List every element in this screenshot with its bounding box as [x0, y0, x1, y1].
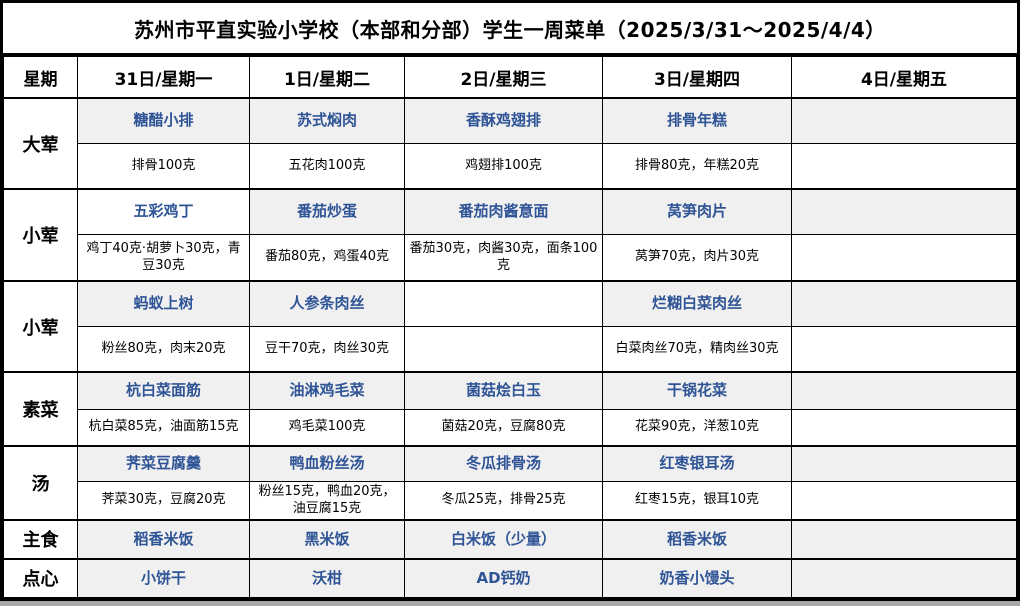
page-title: 苏州市平直实验小学校（本部和分部）学生一周菜单（2025/3/31～2025/4… [3, 3, 1017, 56]
ingredient-cell: 菌菇20克，豆腐80克 [404, 408, 603, 447]
menu-row-素菜-ingredients: 杭白菜85克，油面筋15克 鸡毛菜100克 菌菇20克，豆腐80克 花菜90克，洋葱1… [4, 408, 1017, 447]
ingredient-cell: 粉丝80克，肉末20克 [77, 325, 250, 373]
ingredient-cell [791, 325, 1017, 373]
ingredient-cell: 排骨100克 [77, 142, 250, 190]
category-cell: 小荤 [3, 280, 78, 373]
menu-row-主食-dishes: 主食 稻香米饭 黑米饭 白米饭（少量） 稻香米饭 [3, 518, 1017, 560]
menu-row-大荤-ingredients: 排骨100克 五花肉100克 鸡翅排100克 排骨80克，年糕20克 [4, 142, 1017, 190]
dish-cell: 烂糊白菜肉丝 [602, 280, 792, 327]
ingredient-cell: 白菜肉丝70克，精肉丝30克 [602, 325, 792, 373]
dish-cell [404, 280, 603, 327]
ingredient-cell: 莴笋70克，肉片30克 [602, 233, 792, 282]
ingredient-cell [791, 480, 1017, 521]
partial-next-row-strip [0, 601, 1020, 607]
menu-row-大荤-dishes: 大荤 糖醋小排 苏式焖肉 香酥鸡翅排 排骨年糕 [3, 97, 1017, 190]
dish-cell [791, 280, 1017, 327]
menu-row-小荤-dishes: 小荤 五彩鸡丁 番茄炒蛋 番茄肉酱意面 莴笋肉片 [3, 188, 1017, 282]
dish-cell: 苏式焖肉 [249, 97, 405, 144]
ingredient-cell: 番茄30克，肉酱30克，面条100克 [404, 233, 603, 282]
dish-cell: 莴笋肉片 [602, 188, 792, 235]
dish-cell: 冬瓜排骨汤 [404, 445, 603, 482]
dish-cell: 番茄肉酱意面 [404, 188, 603, 235]
day-column-header-monday: 31日/星期一 [77, 56, 250, 99]
dish-cell: 奶香小馒头 [602, 557, 792, 599]
dish-cell: 油淋鸡毛菜 [249, 371, 405, 410]
ingredient-cell [404, 325, 603, 373]
dish-cell: AD钙奶 [404, 557, 603, 599]
dish-cell: 杭白菜面筋 [77, 371, 250, 410]
dish-cell: 排骨年糕 [602, 97, 792, 144]
ingredient-cell: 排骨80克，年糕20克 [602, 142, 792, 190]
corner-header-weekday: 星期 [3, 56, 78, 99]
ingredient-cell: 番茄80克，鸡蛋40克 [249, 233, 405, 282]
menu-row-点心-dishes: 点心 小饼干 沃柑 AD钙奶 奶香小馒头 [3, 557, 1017, 599]
day-column-header-wednesday: 2日/星期三 [404, 56, 603, 99]
category-cell: 主食 [3, 518, 78, 560]
ingredient-cell: 鸡翅排100克 [404, 142, 603, 190]
dish-cell [791, 445, 1017, 482]
dish-cell [791, 188, 1017, 235]
category-cell: 素菜 [3, 371, 78, 447]
ingredient-cell: 鸡丁40克·胡萝卜30克，青豆30克 [77, 233, 250, 282]
ingredient-cell: 冬瓜25克，排骨25克 [404, 480, 603, 521]
dish-cell: 番茄炒蛋 [249, 188, 405, 235]
dish-cell: 蚂蚁上树 [77, 280, 250, 327]
dish-cell: 白米饭（少量） [404, 518, 603, 560]
dish-cell: 黑米饭 [249, 518, 405, 560]
dish-cell [791, 97, 1017, 144]
day-column-header-tuesday: 1日/星期二 [249, 56, 405, 99]
ingredient-cell: 五花肉100克 [249, 142, 405, 190]
dish-cell: 稻香米饭 [77, 518, 250, 560]
ingredient-cell: 粉丝15克，鸭血20克，油豆腐15克 [249, 480, 405, 521]
dish-cell: 鸭血粉丝汤 [249, 445, 405, 482]
ingredient-cell: 豆干70克，肉丝30克 [249, 325, 405, 373]
dish-cell: 糖醋小排 [77, 97, 250, 144]
day-column-header-friday: 4日/星期五 [791, 56, 1017, 99]
dish-cell: 人参条肉丝 [249, 280, 405, 327]
dish-cell: 香酥鸡翅排 [404, 97, 603, 144]
dish-cell: 稻香米饭 [602, 518, 792, 560]
menu-row-小荤-ingredients: 鸡丁40克·胡萝卜30克，青豆30克 番茄80克，鸡蛋40克 番茄30克，肉酱30克… [4, 233, 1017, 282]
day-column-header-thursday: 3日/星期四 [602, 56, 792, 99]
ingredient-cell [791, 142, 1017, 190]
dish-cell: 红枣银耳汤 [602, 445, 792, 482]
ingredient-cell: 花菜90克，洋葱10克 [602, 408, 792, 447]
dish-cell [791, 371, 1017, 410]
ingredient-cell: 杭白菜85克，油面筋15克 [77, 408, 250, 447]
dish-cell [791, 557, 1017, 599]
dish-cell: 五彩鸡丁 [77, 188, 250, 235]
menu-row-素菜-dishes: 素菜 杭白菜面筋 油淋鸡毛菜 菌菇烩白玉 干锅花菜 [3, 371, 1017, 447]
dish-cell: 沃柑 [249, 557, 405, 599]
dish-cell: 干锅花菜 [602, 371, 792, 410]
menu-row-汤-dishes: 汤荠菜豆腐羹 鸭血粉丝汤 冬瓜排骨汤 红枣银耳汤 [3, 445, 1017, 521]
header-row: 星期 31日/星期一 1日/星期二 2日/星期三 3日/星期四 4日/星期五 [3, 56, 1017, 99]
dish-cell [791, 518, 1017, 560]
ingredient-cell [791, 233, 1017, 282]
ingredient-cell: 鸡毛菜100克 [249, 408, 405, 447]
ingredient-cell: 红枣15克，银耳10克 [602, 480, 792, 521]
menu-row-小荤-dishes: 小荤 蚂蚁上树 人参条肉丝 烂糊白菜肉丝 [3, 280, 1017, 373]
category-cell: 小荤 [3, 188, 78, 282]
dish-cell: 菌菇烩白玉 [404, 371, 603, 410]
ingredient-cell [791, 408, 1017, 447]
category-cell: 大荤 [3, 97, 78, 190]
dish-cell: 小饼干 [77, 557, 250, 599]
menu-row-汤-ingredients: 荠菜30克，豆腐20克 粉丝15克，鸭血20克，油豆腐15克 冬瓜25克，排骨25克… [4, 480, 1017, 521]
ingredient-cell: 荠菜30克，豆腐20克 [77, 480, 250, 521]
category-cell: 点心 [3, 557, 78, 599]
dish-cell: 荠菜豆腐羹 [77, 445, 250, 482]
category-cell: 汤 [3, 445, 78, 521]
menu-row-小荤-ingredients: 粉丝80克，肉末20克 豆干70克，肉丝30克 白菜肉丝70克，精肉丝30克 [4, 325, 1017, 373]
weekly-menu-table: 星期 31日/星期一 1日/星期二 2日/星期三 3日/星期四 4日/星期五 大… [3, 56, 1017, 599]
